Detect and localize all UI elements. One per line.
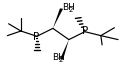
Text: P: P xyxy=(33,32,39,42)
Text: BH: BH xyxy=(62,3,75,12)
Polygon shape xyxy=(60,40,69,60)
Text: 2: 2 xyxy=(58,57,63,63)
Text: P: P xyxy=(82,26,89,36)
Polygon shape xyxy=(53,8,63,28)
Text: BH: BH xyxy=(52,53,65,62)
Text: 2: 2 xyxy=(68,7,72,13)
